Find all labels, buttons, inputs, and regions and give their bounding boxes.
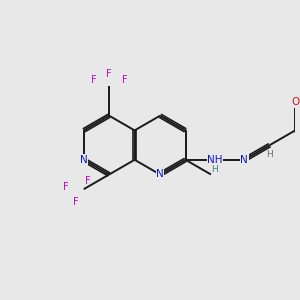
Text: F: F bbox=[73, 197, 79, 207]
Text: H: H bbox=[266, 150, 273, 159]
Text: F: F bbox=[63, 182, 69, 192]
Text: O: O bbox=[291, 98, 299, 107]
Text: N: N bbox=[80, 155, 88, 165]
Text: N: N bbox=[156, 169, 164, 179]
Text: F: F bbox=[122, 75, 128, 85]
Text: F: F bbox=[106, 69, 112, 79]
Text: NH: NH bbox=[207, 155, 223, 165]
Text: N: N bbox=[240, 155, 248, 165]
Text: F: F bbox=[85, 176, 90, 186]
Text: F: F bbox=[91, 75, 96, 85]
Text: H: H bbox=[212, 165, 218, 174]
